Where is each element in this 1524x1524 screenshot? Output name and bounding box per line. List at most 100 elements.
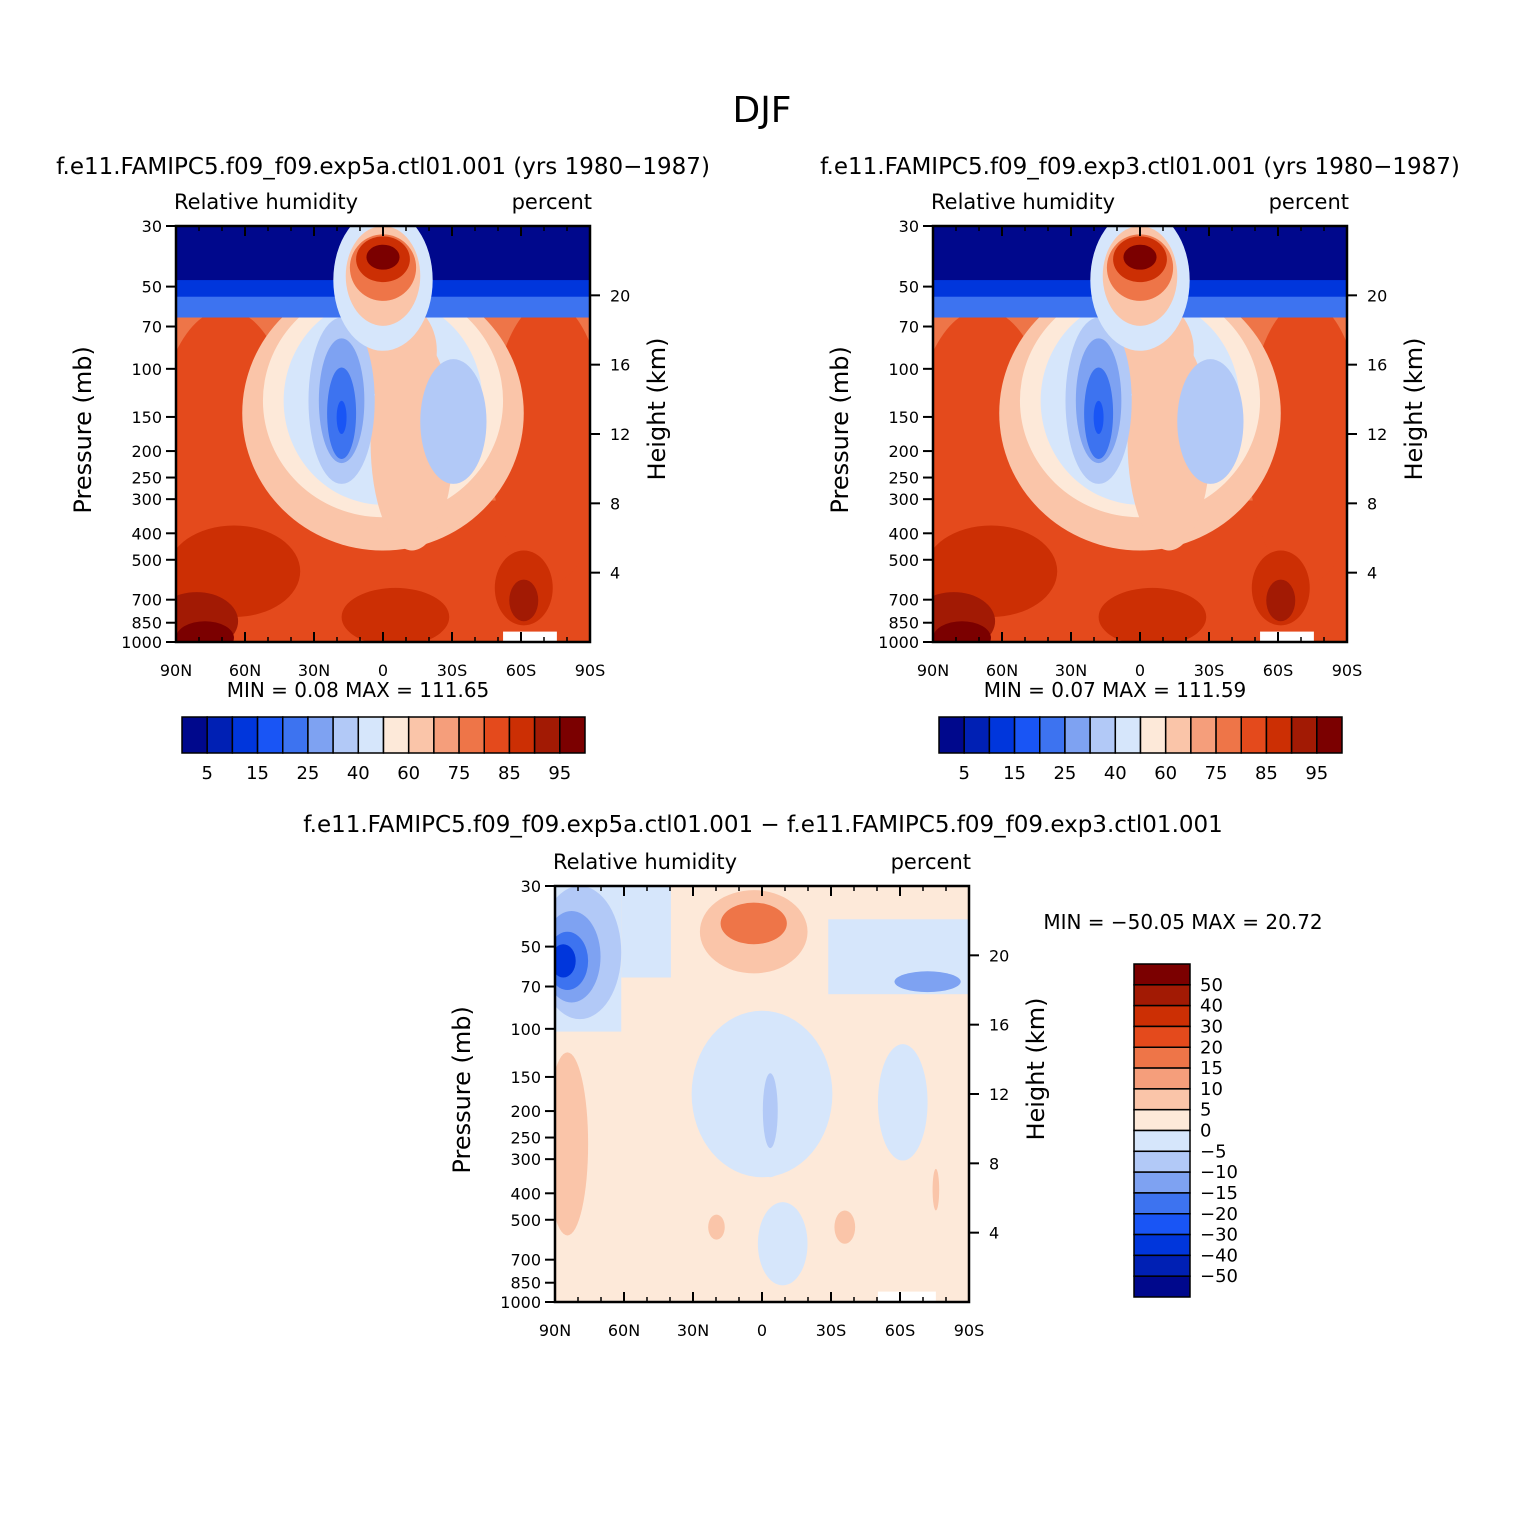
y-tick-label: 500 [131,551,162,570]
contour-region [720,902,787,945]
colorbar: 5 15 25 40 60 75 85 95 [181,716,586,784]
height-tick-label: 8 [1367,494,1377,513]
figure-title: DJF [732,90,791,131]
colorbar-label: 0 [1200,1121,1211,1142]
panel-header: f.e11.FAMIPC5.f09_f09.exp5a.ctl01.001 (y… [56,154,710,180]
colorbar-label: 5 [958,763,969,784]
contour-region [1123,244,1157,270]
contour-region [933,621,991,642]
x-tick-label: 30S [1194,661,1225,680]
y-tick-label: 300 [510,1150,541,1169]
contour-region [176,621,234,642]
colorbar-label: −40 [1200,1245,1238,1266]
colorbar-box [1133,963,1191,986]
colorbar-label: 95 [548,763,571,784]
y-tick-label: 850 [888,614,919,633]
colorbar-label: 20 [1200,1037,1223,1058]
y-tick-label: 1000 [500,1293,541,1312]
colorbar-box [1133,1254,1191,1277]
x-tick-label: 0 [1135,661,1145,680]
contour-field [555,886,969,1302]
colorbar-box [963,716,991,754]
contour-region [708,1214,725,1240]
y-tick-label: 70 [142,318,162,337]
height-tick-label: 8 [989,1154,999,1173]
x-tick-label: 30N [1055,661,1087,680]
colorbar-box [1133,1004,1191,1028]
y-tick-label: 150 [510,1068,541,1087]
colorbar-box [458,716,485,754]
height-tick-label: 4 [989,1224,999,1243]
colorbar-label: −5 [1200,1141,1227,1162]
contour-field [176,226,590,642]
variable-label: Relative humidity [931,190,1115,214]
colorbar-box [1133,1213,1191,1236]
colorbar-box [282,716,309,754]
colorbar-box [407,716,435,754]
contour-region [1260,631,1314,642]
contour-region [509,579,539,622]
contour-region [366,244,400,270]
colorbar-box [1133,1088,1191,1111]
x-tick-label: 30S [816,1321,847,1340]
panel-difference: f.e11.FAMIPC5.f09_f09.exp5a.ctl01.001 − … [303,812,1322,1340]
contour-region [621,886,671,978]
colorbar-label: −10 [1200,1162,1238,1183]
y-axis-right-title: Height (km) [1022,998,1050,1141]
colorbar-box [1240,716,1268,754]
colorbar-label: 25 [296,763,319,784]
panel-header: f.e11.FAMIPC5.f09_f09.exp3.ctl01.001 (yr… [820,154,1460,180]
colorbar-box [1013,716,1041,754]
colorbar-label: 50 [1200,975,1223,996]
colorbar-box [1133,1067,1191,1090]
height-tick-label: 4 [610,564,620,583]
colorbar-box [1265,716,1293,754]
y-tick-label: 500 [888,551,919,570]
x-tick-label: 90S [954,1321,985,1340]
y-tick-label: 150 [131,408,162,427]
y-tick-label: 400 [131,524,162,543]
colorbar-box [206,716,234,754]
x-tick-label: 30S [437,661,468,680]
units-label: percent [1269,190,1349,214]
y-tick-label: 50 [899,278,919,297]
panel-header: f.e11.FAMIPC5.f09_f09.exp5a.ctl01.001 − … [303,812,1223,838]
contour-region [1098,587,1207,642]
y-tick-label: 30 [521,877,541,896]
colorbar-label: 25 [1053,763,1076,784]
y-tick-label: 150 [888,408,919,427]
contour-region [503,631,557,642]
colorbar-label: −20 [1200,1204,1238,1225]
colorbar-label: 60 [1154,763,1177,784]
colorbar-label: 60 [397,763,420,784]
contour-region [1093,400,1104,434]
contour-region [894,971,961,993]
x-tick-label: 0 [378,661,388,680]
y-tick-label: 850 [131,614,162,633]
y-tick-label: 70 [521,978,541,997]
x-tick-label: 90N [917,661,949,680]
colorbar-label: −50 [1200,1266,1238,1287]
panel-exp3: f.e11.FAMIPC5.f09_f09.exp3.ctl01.001 (yr… [820,154,1460,784]
colorbar-label: 75 [448,763,471,784]
height-tick-label: 12 [610,425,630,444]
height-tick-label: 20 [610,286,630,305]
colorbar-label: −15 [1200,1183,1238,1204]
colorbar-box [1290,716,1318,754]
variable-label: Relative humidity [174,190,358,214]
colorbar-label: 40 [1200,996,1223,1017]
colorbar-label: 40 [347,763,370,784]
x-tick-label: 90N [160,661,192,680]
contour-region [341,587,450,642]
colorbar-box [1133,1025,1191,1048]
y-tick-label: 200 [888,442,919,461]
contour-region [555,1052,589,1236]
y-axis-title: Pressure (mb) [826,346,854,513]
colorbar-box [1089,716,1117,754]
x-tick-label: 90S [575,661,606,680]
colorbar-box [1064,716,1091,754]
colorbar-label: 15 [1003,763,1026,784]
colorbar-box [1133,984,1191,1007]
